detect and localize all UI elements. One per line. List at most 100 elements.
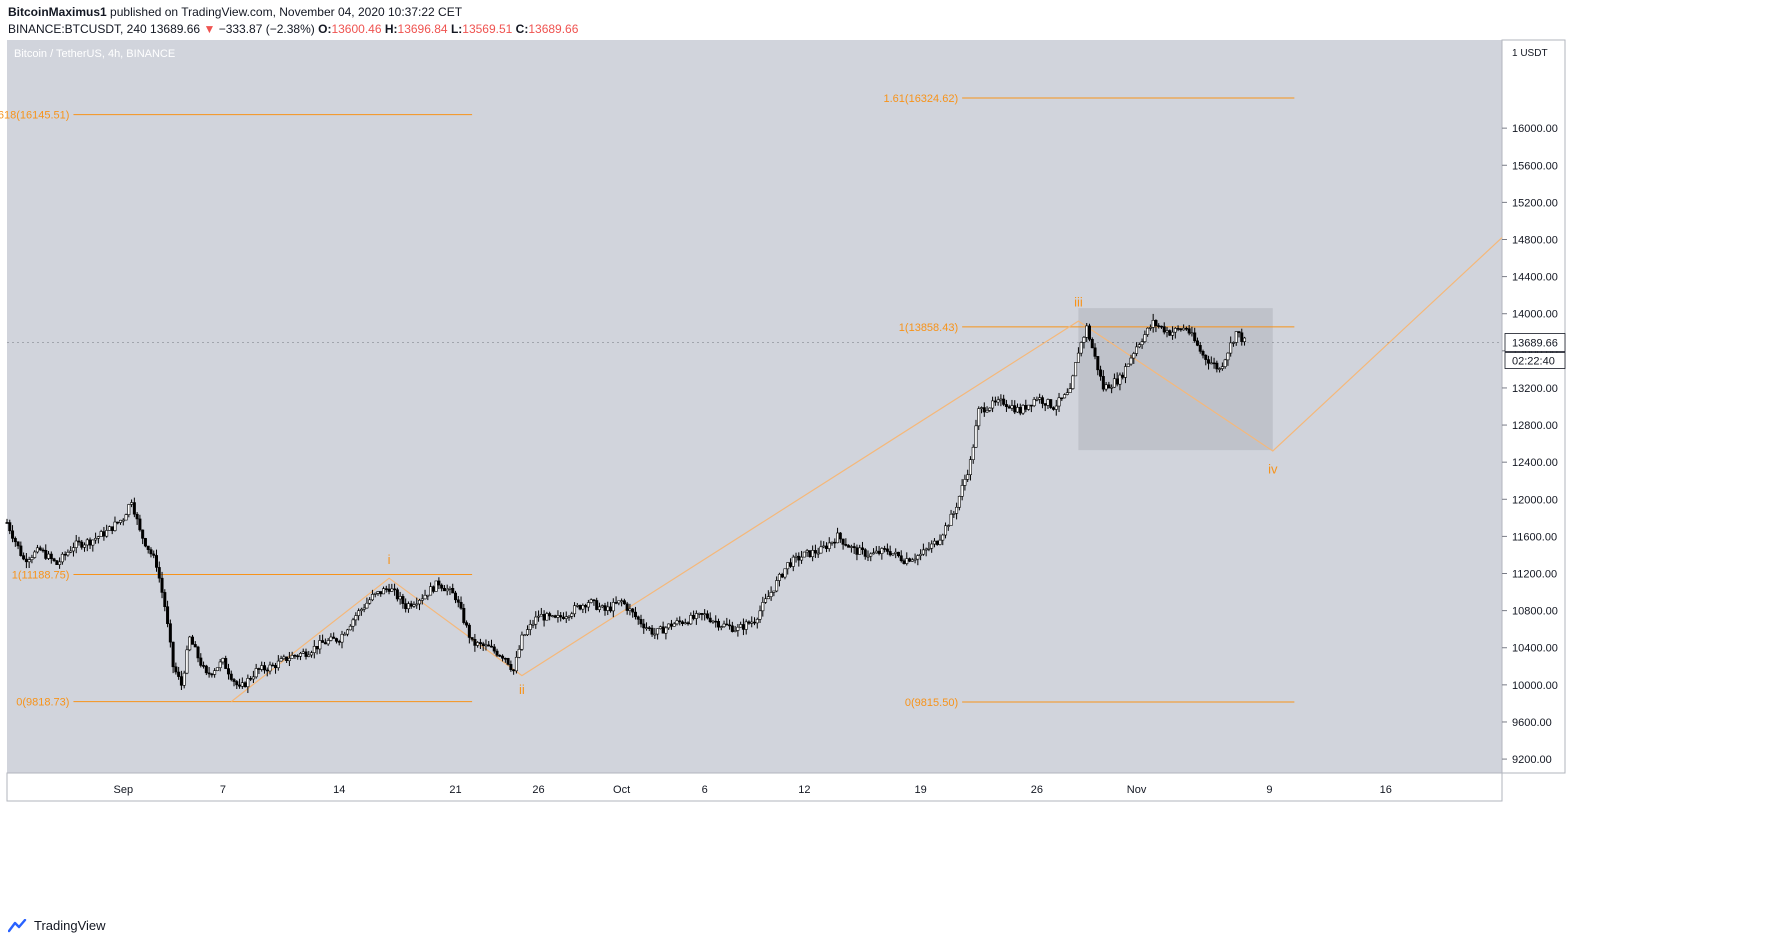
candle-body (307, 654, 311, 657)
symbol-line: BINANCE:BTCUSDT, 240 13689.66 ▼ −333.87 … (8, 21, 578, 38)
candle-body (442, 587, 446, 592)
price-tick-label: 15200.00 (1512, 197, 1558, 209)
candle-body (733, 630, 737, 632)
open-label: O: (318, 22, 332, 36)
chart-title: Bitcoin / TetherUS, 4h, BINANCE (14, 48, 175, 60)
candle-body (1184, 327, 1188, 330)
candle-body (1082, 336, 1086, 343)
candle-body (899, 555, 903, 562)
author-name[interactable]: BitcoinMaximus1 (8, 5, 107, 19)
candle-body (1146, 327, 1150, 335)
candle-body (1220, 366, 1224, 369)
candle-body (1021, 405, 1025, 414)
candle-body (262, 665, 266, 671)
candle-body (127, 504, 131, 515)
candle-body (1135, 346, 1139, 354)
candle-body (401, 596, 405, 604)
candle-body (606, 606, 610, 611)
candle-body (777, 573, 781, 581)
candle-body (509, 664, 513, 670)
candle-body (24, 558, 28, 563)
candle-body (581, 604, 585, 610)
candle-body (719, 626, 723, 628)
close-label: C: (515, 22, 529, 36)
candle-body (575, 605, 579, 607)
candle-body (894, 551, 898, 554)
candle-body (16, 541, 20, 547)
candle-body (1046, 399, 1050, 406)
candle-body (603, 605, 607, 611)
candle-body (924, 548, 928, 551)
candle-body (271, 664, 275, 667)
price-tick-label: 9600.00 (1512, 717, 1552, 729)
candle-body (121, 519, 125, 522)
candle-body (963, 479, 967, 486)
candle-body (343, 633, 347, 636)
candle-body (71, 547, 75, 552)
price-chart[interactable]: Bitcoin / TetherUS, 4h, BINANCE Sep 7 14 21 2… (0, 0, 1775, 905)
candle-body (1090, 338, 1094, 349)
candle-body (1229, 342, 1233, 354)
candle-body (625, 603, 629, 611)
candle-body (370, 594, 374, 601)
candle-body (542, 614, 546, 621)
candle-body (1049, 399, 1053, 408)
price-tick-label: 12800.00 (1512, 420, 1558, 432)
candle-body (1029, 404, 1033, 407)
time-tick-label: 12 (798, 784, 810, 796)
candle-body (155, 555, 159, 568)
candle-body (218, 661, 222, 669)
candle-body (373, 592, 377, 595)
candle-body (672, 623, 676, 627)
candle-body (564, 616, 568, 619)
candle-body (312, 646, 316, 654)
candle-body (301, 651, 305, 654)
candle-body (1121, 374, 1125, 378)
candle-body (182, 672, 186, 686)
time-tick-label: 7 (220, 784, 226, 796)
candle-body (957, 496, 961, 508)
candle-body (357, 610, 361, 616)
candle-body (1173, 328, 1177, 333)
candle-body (791, 556, 795, 567)
time-tick-label: 19 (914, 784, 926, 796)
candle-body (310, 652, 314, 656)
wave-label: iii (1074, 294, 1083, 309)
candle-body (52, 558, 56, 561)
candle-body (633, 611, 637, 618)
candle-body (138, 518, 142, 531)
candle-body (393, 588, 397, 591)
candle-body (481, 643, 485, 646)
candle-body (977, 408, 981, 427)
candle-body (617, 600, 621, 604)
candle-body (786, 562, 790, 570)
candle-body (1201, 351, 1205, 356)
candle-body (290, 654, 294, 659)
candle-body (382, 588, 386, 595)
candle-body (484, 644, 488, 647)
brand-name[interactable]: TradingView (34, 918, 106, 933)
candle-body (736, 626, 740, 631)
candle-body (119, 519, 123, 523)
candle-body (888, 551, 892, 556)
fib-level-label: 0(9815.50) (905, 697, 958, 709)
candle-body (827, 542, 831, 549)
candle-body (465, 622, 469, 626)
candle-body (747, 621, 751, 624)
candle-body (74, 540, 78, 548)
candle-body (476, 642, 480, 646)
candle-body (813, 550, 817, 554)
high-value: 13696.84 (397, 22, 448, 36)
candle-body (872, 552, 876, 555)
candle-body (387, 588, 391, 592)
candle-body (473, 639, 477, 646)
candle-body (1057, 397, 1061, 407)
candle-body (1010, 405, 1014, 409)
candle-body (1198, 345, 1202, 352)
candle-body (58, 561, 62, 565)
candle-body (678, 620, 682, 623)
candle-body (525, 629, 529, 636)
candle-body (38, 547, 42, 551)
candle-body (293, 654, 297, 657)
candle-body (528, 624, 532, 630)
